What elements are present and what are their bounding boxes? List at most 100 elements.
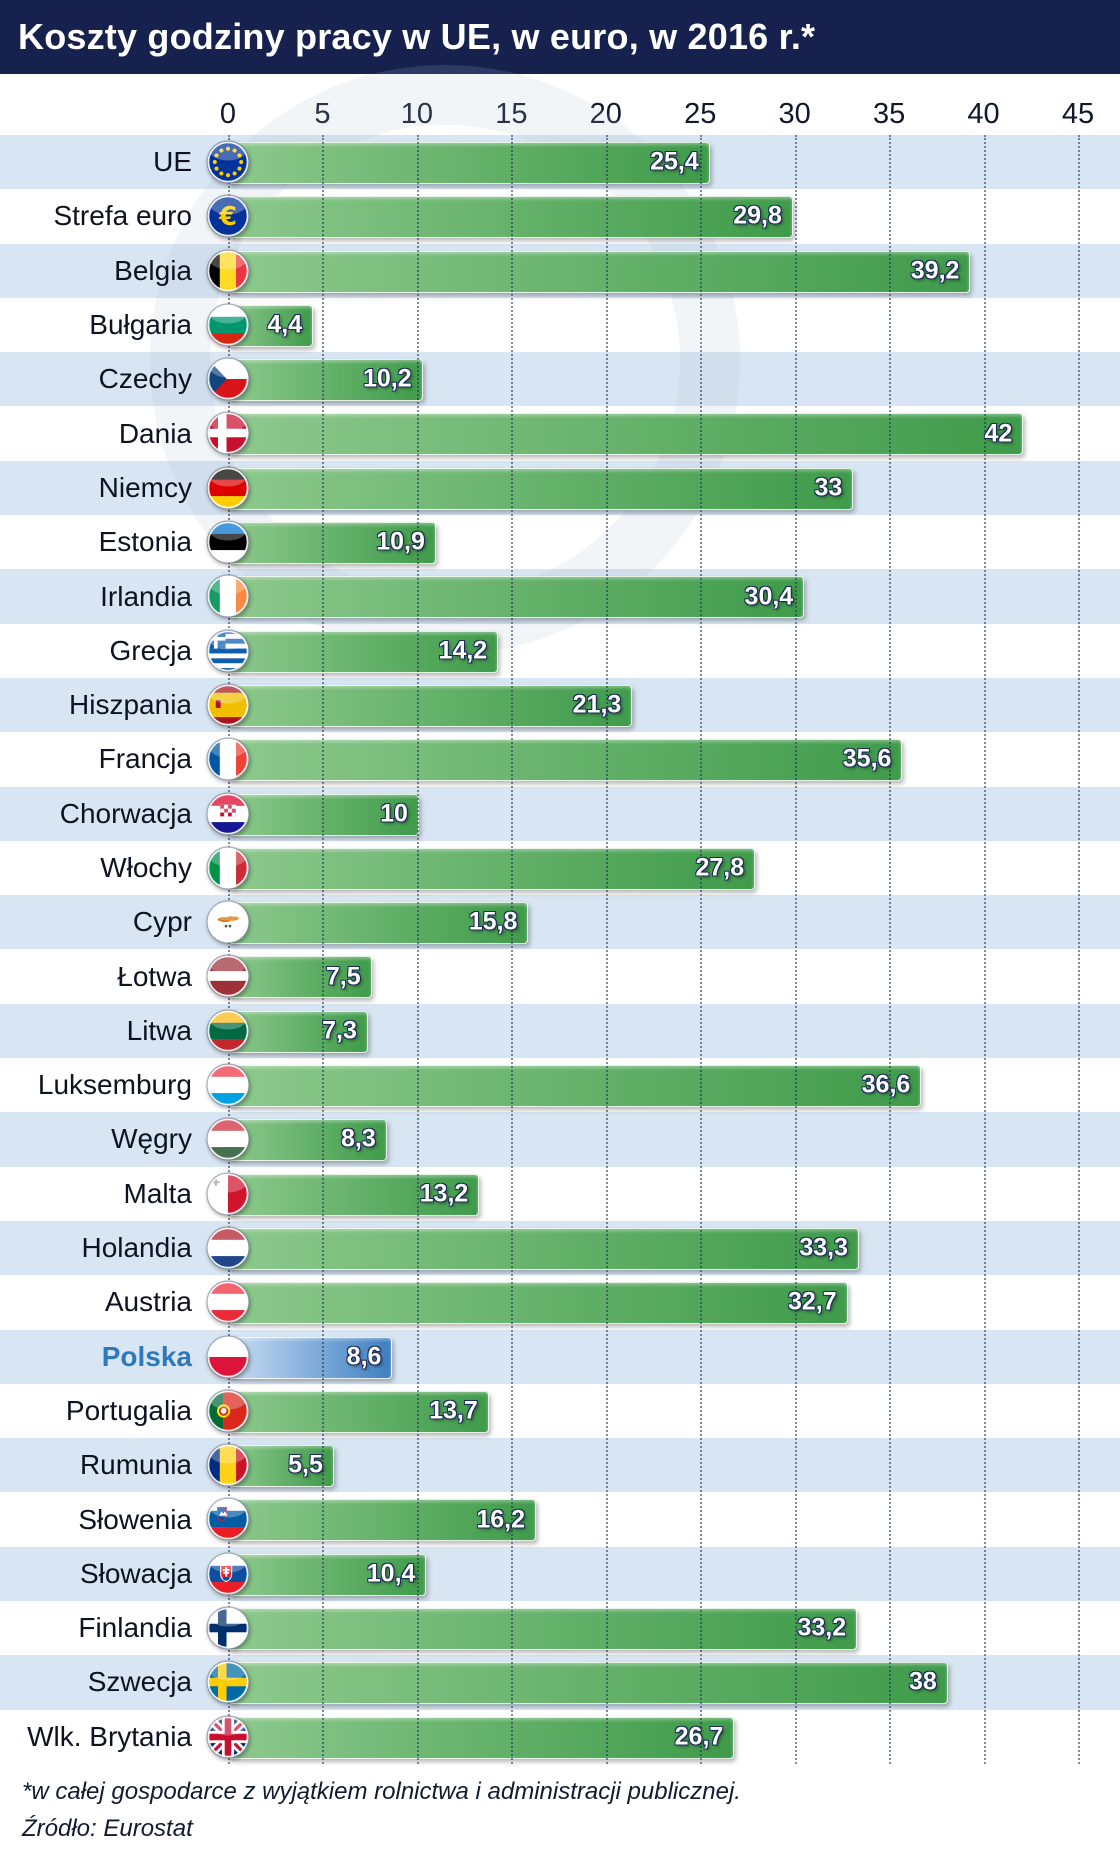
value-bar — [228, 576, 805, 619]
chart-row: Hiszpania 21,3 — [0, 677, 1120, 733]
value-label: 38 — [908, 1667, 937, 1696]
svg-text:€: € — [218, 202, 237, 232]
value-bar — [228, 739, 903, 782]
country-label: Łotwa — [117, 960, 192, 992]
value-label: 36,6 — [861, 1070, 911, 1099]
value-label: 8,6 — [346, 1342, 382, 1371]
chart-row: Rumunia 5,5 — [0, 1438, 1120, 1493]
value-label: 16,2 — [476, 1505, 525, 1534]
value-bar — [228, 684, 633, 727]
strefa-euro-flag-icon: € — [206, 194, 250, 238]
value-label: 10,9 — [376, 527, 425, 556]
country-label: Węgry — [111, 1123, 192, 1155]
value-label: 25,4 — [650, 147, 699, 176]
chart-row: Łotwa 7,5 — [0, 949, 1120, 1003]
value-bar — [228, 956, 372, 999]
słowacja-flag-icon — [206, 1552, 250, 1596]
holandia-flag-icon — [206, 1226, 250, 1270]
value-bar — [228, 359, 423, 402]
value-label: 7,3 — [322, 1016, 357, 1045]
country-label: Holandia — [81, 1232, 192, 1264]
value-bar — [228, 1390, 489, 1433]
country-label: Estonia — [98, 526, 192, 558]
polska-flag-icon — [206, 1334, 250, 1379]
chart-row: Francja 35,6 — [0, 732, 1120, 786]
ue-flag-icon — [206, 140, 250, 184]
value-label: 13,2 — [419, 1179, 469, 1208]
country-label: Słowacja — [79, 1557, 192, 1589]
chart-title: Koszty godziny pracy w UE, w euro, w 201… — [18, 16, 816, 57]
value-bar — [228, 1282, 848, 1325]
value-label: 5,5 — [288, 1450, 323, 1479]
chart-row: Litwa 7,3 — [0, 1003, 1120, 1059]
chart-row: Bułgaria 4,4 — [0, 298, 1120, 352]
country-label: Bułgaria — [89, 309, 192, 341]
value-label: 15,8 — [468, 907, 518, 936]
chart-row: Węgry 8,3 — [0, 1112, 1120, 1167]
axis-tick-label: 45 — [1061, 98, 1095, 130]
value-bar — [228, 630, 499, 673]
chart-row: Grecja 14,2 — [0, 624, 1120, 678]
value-label: 14,2 — [438, 636, 488, 665]
axis-tick-label: 25 — [684, 98, 717, 130]
luksemburg-flag-icon — [206, 1063, 250, 1107]
axis-tick-label: 40 — [967, 98, 1000, 130]
chart-title-bar: Koszty godziny pracy w UE, w euro, w 201… — [0, 0, 1120, 74]
country-label: Czechy — [98, 363, 192, 395]
value-bar — [228, 413, 1024, 456]
chart-area: UE 25,4 Strefa euro €29,8 Belgia 39,2 Bułgaria… — [0, 65, 1120, 1764]
country-label: Szwecja — [87, 1666, 192, 1698]
value-label: 8,3 — [341, 1124, 376, 1153]
chart-row: Finlandia 33,2 — [0, 1601, 1120, 1655]
value-bar — [228, 847, 756, 890]
chart-row: Austria 32,7 — [0, 1275, 1120, 1329]
chart-row: Słowacja 10,4 — [0, 1546, 1120, 1602]
value-label: 10,4 — [366, 1559, 416, 1588]
finlandia-flag-icon — [206, 1606, 250, 1650]
chart-row: Cypr 15,8 — [0, 895, 1120, 950]
chart-row: Polska 8,6 — [0, 1329, 1120, 1384]
value-bar — [228, 1336, 393, 1379]
value-bar — [228, 1608, 858, 1651]
country-label: Austria — [104, 1286, 192, 1318]
chart-row: Luksemburg 36,6 — [0, 1058, 1120, 1112]
axis-tick-label: 35 — [872, 98, 906, 130]
country-label: Malta — [123, 1177, 192, 1209]
country-label: Rumunia — [79, 1449, 192, 1481]
axis-tick-label: 30 — [778, 98, 811, 130]
value-label: 42 — [984, 419, 1013, 448]
value-bar — [228, 1173, 480, 1216]
czechy-flag-icon — [206, 357, 250, 401]
irlandia-flag-icon — [206, 574, 250, 619]
value-bar — [228, 1065, 922, 1108]
wlk-brytania-flag-icon — [206, 1714, 250, 1759]
włochy-flag-icon — [206, 846, 250, 890]
country-label: Francja — [98, 743, 192, 775]
value-label: 7,5 — [325, 962, 361, 991]
chart-row: Strefa euro €29,8 — [0, 189, 1120, 243]
value-label: 29,8 — [733, 201, 782, 230]
niemcy-flag-icon — [206, 466, 250, 510]
bułgaria-flag-icon — [206, 303, 250, 347]
country-label: Włochy — [100, 852, 192, 883]
value-label: 39,2 — [910, 256, 960, 285]
value-bar — [228, 522, 436, 565]
footnote: *w całej gospodarce z wyjątkiem rolnictw… — [22, 1778, 741, 1805]
chorwacja-flag-icon — [206, 791, 250, 836]
value-bar — [228, 142, 710, 184]
chart-row: Włochy 27,8 — [0, 841, 1120, 895]
value-bar — [228, 1553, 427, 1596]
country-label: Irlandia — [100, 580, 192, 612]
chart-row: Holandia 33,3 — [0, 1220, 1120, 1276]
source-credit: Źródło: Eurostat — [22, 1815, 193, 1842]
value-label: 13,7 — [429, 1396, 478, 1425]
value-label: 27,8 — [695, 853, 745, 882]
value-label: 21,3 — [572, 690, 622, 719]
country-label: UE — [153, 146, 192, 178]
country-label: Niemcy — [98, 471, 192, 503]
value-label: 26,7 — [674, 1722, 724, 1751]
value-label: 32,7 — [787, 1287, 837, 1316]
value-bar — [228, 1662, 948, 1705]
portugalia-flag-icon — [206, 1389, 250, 1433]
